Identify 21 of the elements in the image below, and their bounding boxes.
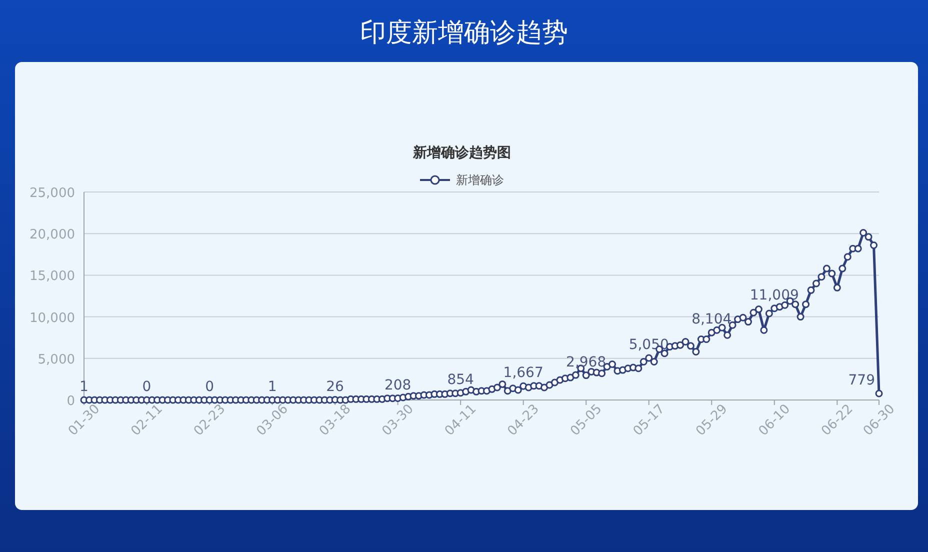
data-label: 26 (326, 378, 344, 395)
data-label: 1 (268, 378, 277, 395)
data-label: 0 (142, 379, 152, 395)
data-label: 0 (205, 379, 214, 395)
y-tick-label: 20,000 (30, 228, 75, 243)
data-label: 8,104 (692, 312, 732, 328)
data-label: 1,667 (503, 365, 544, 382)
data-label: 779 (848, 372, 875, 389)
legend-label: 新增确诊 (456, 173, 504, 187)
y-tick-label: 10,000 (30, 310, 75, 326)
data-label: 208 (384, 377, 412, 394)
data-label: 854 (447, 372, 474, 388)
data-label: 2,968 (566, 354, 606, 370)
y-tick-label: 0 (66, 394, 75, 409)
chart-title: 印度新增确诊趋势 (360, 18, 568, 48)
data-label: 1 (80, 378, 88, 395)
data-label: 11,009 (750, 287, 799, 304)
y-tick-label: 5,000 (38, 352, 75, 368)
y-tick-label: 15,000 (30, 269, 75, 284)
chart-subtitle: 新增确诊趋势图 (412, 144, 511, 161)
y-tick-label: 25,000 (30, 186, 75, 201)
